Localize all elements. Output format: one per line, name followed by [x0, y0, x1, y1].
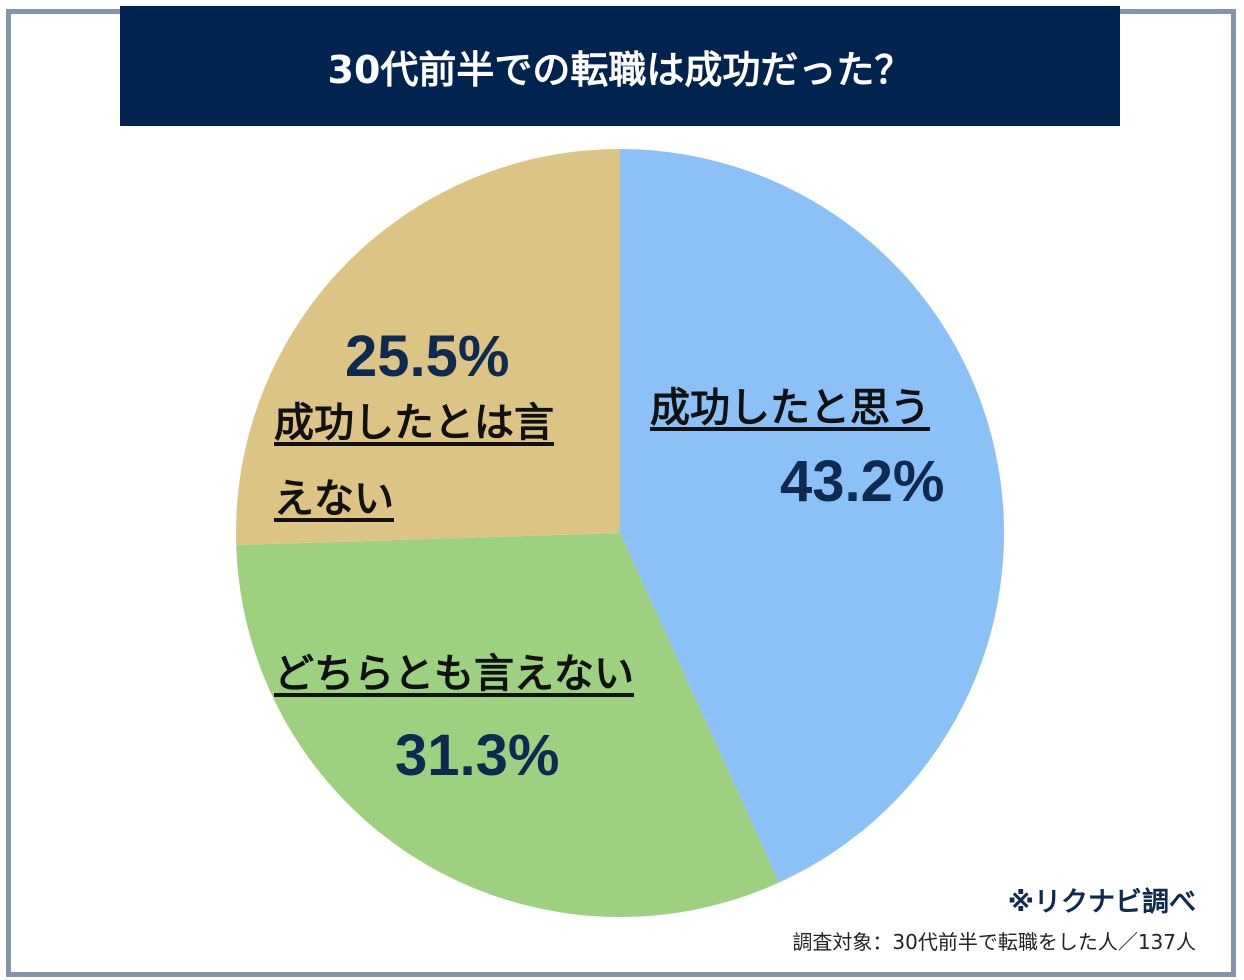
slice-value-success: 43.2%	[780, 449, 945, 514]
slice-label-neutral: どちらとも言えない	[274, 651, 634, 697]
slice-value-not-success: 25.5%	[345, 324, 510, 389]
slice-value-neutral: 31.3%	[395, 723, 560, 788]
survey-note: 調査対象：30代前半で転職をした人／137人	[792, 930, 1196, 954]
slice-label-not-success: 成功したとは言えない	[274, 400, 554, 522]
source-label: ※リクナビ調べ	[1007, 887, 1196, 918]
pie-slice-2	[236, 149, 620, 546]
chart-title: 30代前半での転職は成功だった？	[120, 6, 1120, 126]
pie-slice-1	[236, 533, 780, 917]
slice-label-success: 成功したと思う	[650, 385, 930, 431]
pie-slice-0	[620, 149, 1005, 883]
